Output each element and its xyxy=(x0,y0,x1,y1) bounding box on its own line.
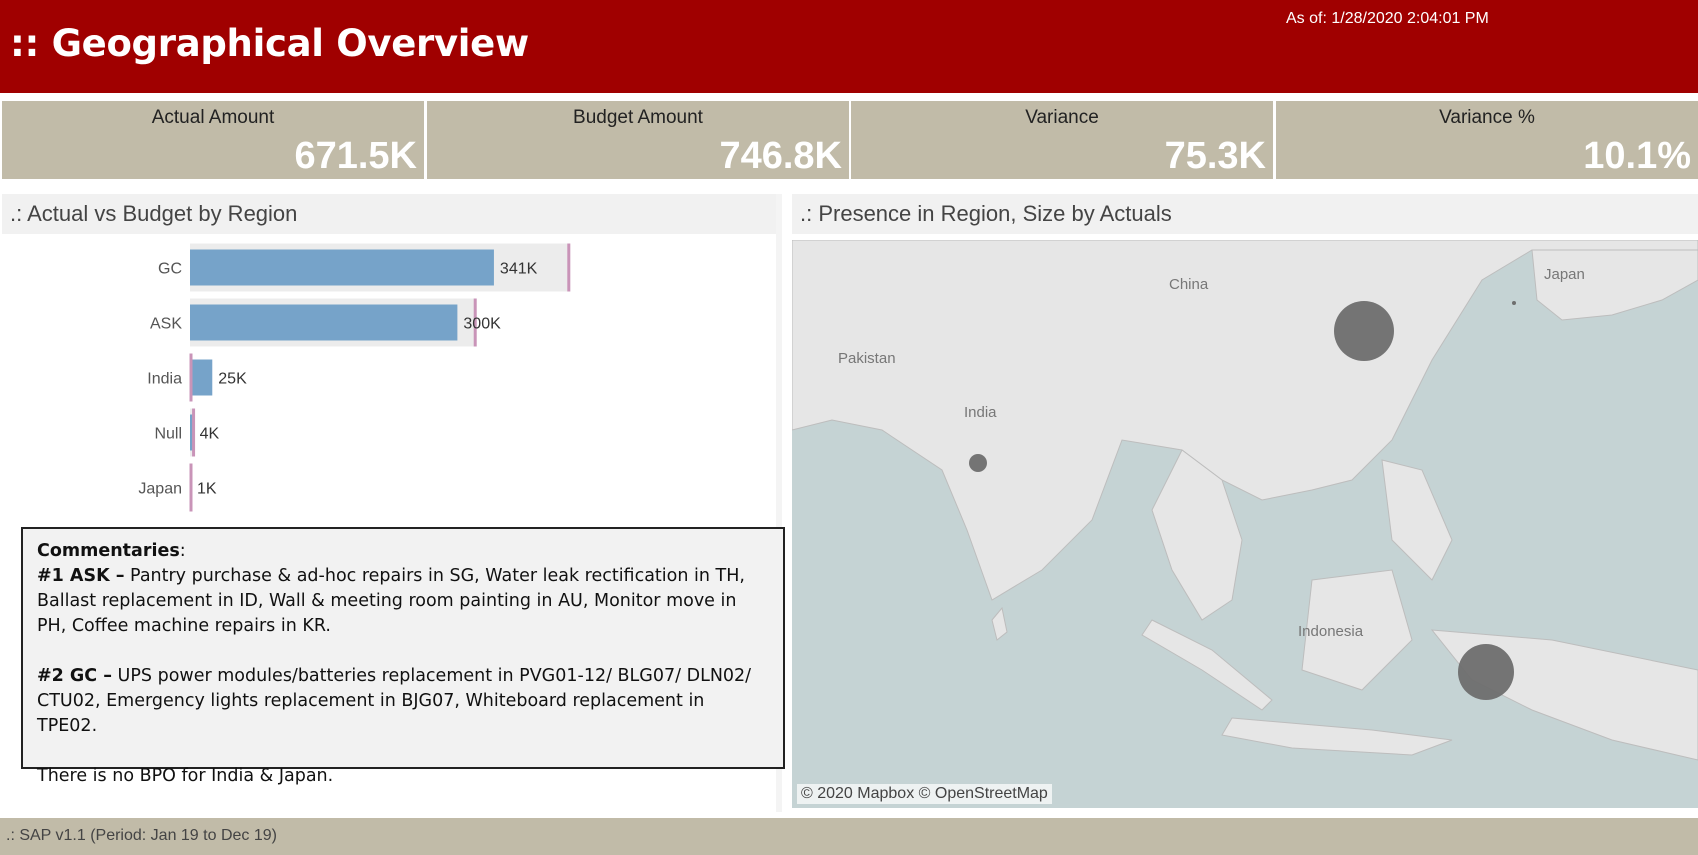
category-label-india: India xyxy=(147,371,182,388)
map-label-japan: Japan xyxy=(1544,266,1585,283)
category-label-null: Null xyxy=(154,426,182,443)
budget-marker-india xyxy=(189,353,193,402)
data-label-gc: 341K xyxy=(500,261,538,278)
kpi-variance-percent: Variance % 10.1% xyxy=(1276,101,1698,179)
actual-bar-null xyxy=(190,414,194,451)
footer-bar: .: SAP v1.1 (Period: Jan 19 to Dec 19) xyxy=(0,818,1698,855)
budget-marker-ask xyxy=(473,298,477,347)
kpi-label: Variance % xyxy=(1439,107,1535,128)
kpi-value: 10.1% xyxy=(1583,135,1691,177)
category-label-ask: ASK xyxy=(150,316,182,333)
indochina-landmass xyxy=(1151,449,1243,621)
commentary-item1-text: Pantry purchase & ad-hoc repairs in SG, … xyxy=(37,566,745,636)
commentary-box: Commentaries: #1 ASK – Pantry purchase &… xyxy=(21,527,785,786)
kpi-value: 671.5K xyxy=(294,135,417,177)
kpi-value: 746.8K xyxy=(719,135,842,177)
map-label-indonesia: Indonesia xyxy=(1298,623,1364,640)
actual-bar-gc xyxy=(190,249,494,286)
panel-title: .: Actual vs Budget by Region xyxy=(2,194,776,234)
korea-japan-landmass xyxy=(1531,249,1698,321)
commentary-note: There is no BPO for India & Japan. xyxy=(37,766,334,786)
map-attribution[interactable]: © 2020 Mapbox © OpenStreetMap xyxy=(797,784,1052,804)
sri-lanka-landmass xyxy=(991,606,1008,641)
actual-bar-ask xyxy=(190,304,458,341)
map-label-pakistan: Pakistan xyxy=(838,350,896,367)
region-map[interactable]: China Japan Pakistan India Indonesia © 2… xyxy=(792,240,1698,808)
data-label-india: 25K xyxy=(218,371,247,388)
page-title: :: Geographical Overview xyxy=(10,22,529,65)
kpi-actual-amount: Actual Amount 671.5K xyxy=(2,101,424,179)
dashboard-header: :: Geographical Overview As of: 1/28/202… xyxy=(0,0,1698,93)
kpi-value: 75.3K xyxy=(1164,135,1266,177)
data-label-japan: 1K xyxy=(197,481,217,498)
map-label-china: China xyxy=(1169,276,1209,293)
data-label-ask: 300K xyxy=(463,316,501,333)
data-label-null: 4K xyxy=(200,426,220,443)
borneo-landmass xyxy=(1301,569,1413,691)
actual-bar-india xyxy=(190,359,213,396)
actual-vs-budget-chart: GC 341K ASK 300K India 25K Null 4K Japan 1K xyxy=(138,243,571,512)
india-presence-bubble xyxy=(969,454,987,472)
kpi-label: Variance xyxy=(1025,107,1099,128)
map-landmass xyxy=(792,240,1698,761)
commentary-heading: Commentaries xyxy=(37,541,180,561)
java-landmass xyxy=(1221,717,1453,756)
philippines-landmass xyxy=(1381,459,1453,581)
category-label-gc: GC xyxy=(158,261,182,278)
kpi-label: Actual Amount xyxy=(151,107,275,128)
commentary-item1-key: #1 ASK – xyxy=(37,566,125,586)
budget-marker-gc xyxy=(567,243,571,292)
map-label-india: India xyxy=(964,404,997,421)
footer-text: .: SAP v1.1 (Period: Jan 19 to Dec 19) xyxy=(6,827,277,844)
budget-marker-japan xyxy=(189,463,193,512)
commentary-item2-text: UPS power modules/batteries replacement … xyxy=(37,666,752,736)
gc-presence-bubble xyxy=(1334,301,1394,361)
malay-landmass xyxy=(1141,619,1273,711)
as-of-timestamp: As of: 1/28/2020 2:04:01 PM xyxy=(1286,10,1489,27)
budget-marker-null xyxy=(192,408,196,457)
ask-presence-bubble xyxy=(1458,644,1514,700)
category-label-japan: Japan xyxy=(138,481,182,498)
commentary-item2-key: #2 GC – xyxy=(37,666,112,686)
kpi-variance: Variance 75.3K xyxy=(851,101,1273,179)
map-panel-title: .: Presence in Region, Size by Actuals xyxy=(792,194,1698,234)
kpi-budget-amount: Budget Amount 746.8K xyxy=(427,101,849,179)
commentary-heading-colon: : xyxy=(179,541,186,561)
japan-presence-bubble xyxy=(1512,301,1516,305)
kpi-label: Budget Amount xyxy=(573,107,703,128)
